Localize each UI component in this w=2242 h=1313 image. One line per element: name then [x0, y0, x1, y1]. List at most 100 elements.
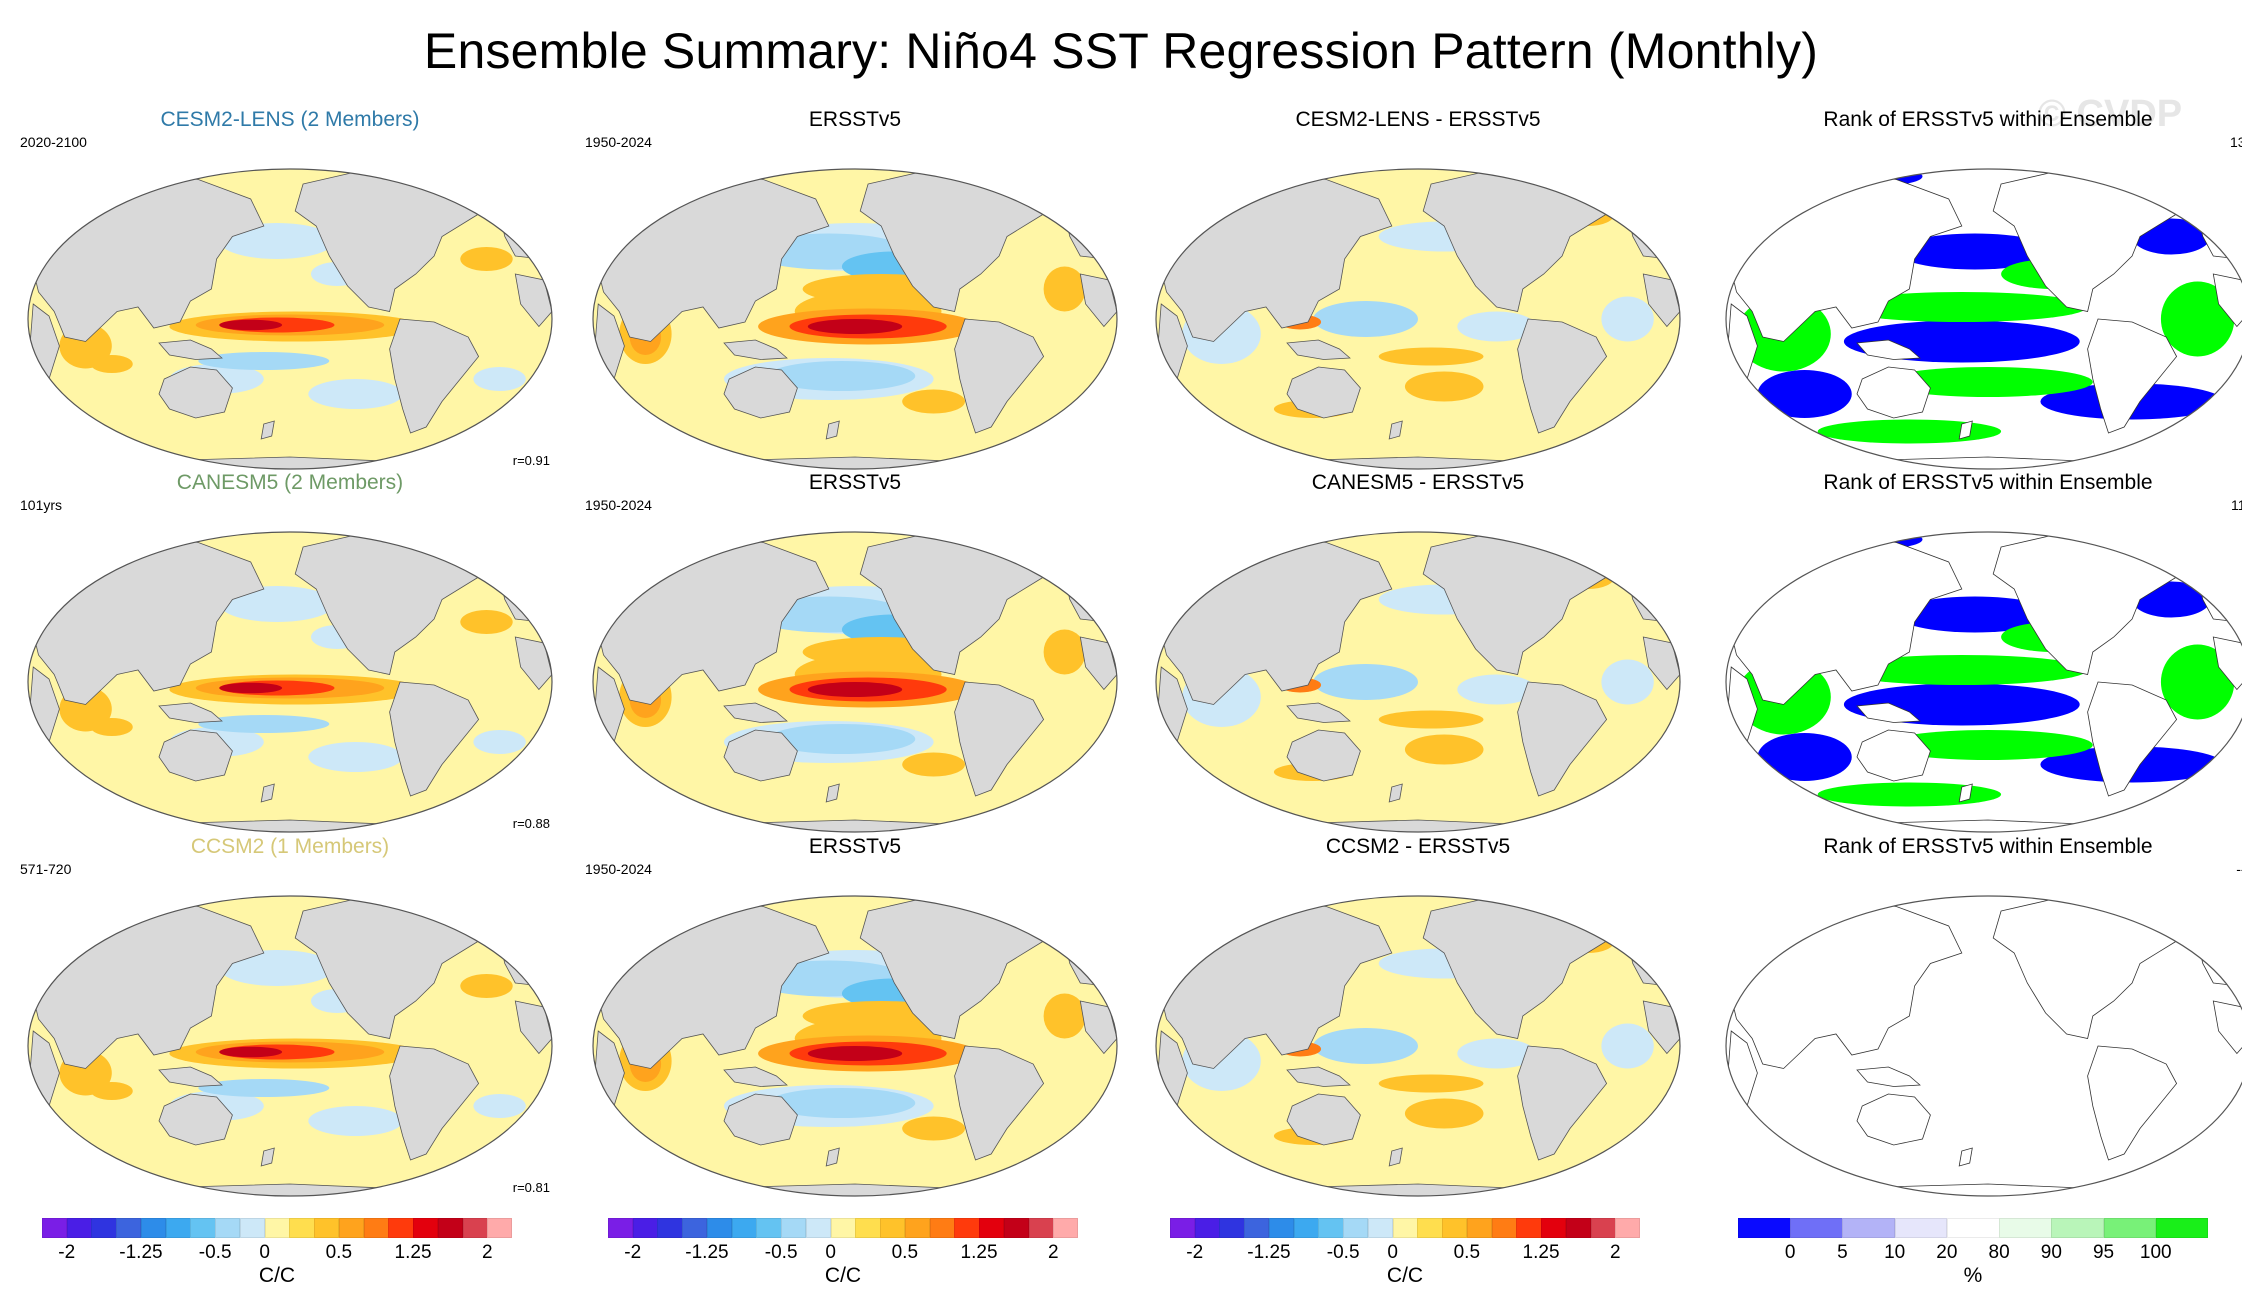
map-rank-row2-field	[1726, 532, 2242, 832]
map-obs-row1-field	[593, 169, 1117, 469]
colorbar-swatch	[904, 1218, 931, 1238]
coastline-greenland	[2165, 534, 2214, 566]
colorbar-tick-label: 0	[825, 1242, 836, 1263]
colorbar-tick-label: -2	[1186, 1242, 1204, 1263]
land-indo	[158, 339, 223, 360]
map-obs-row2	[592, 531, 1118, 833]
colorbar-tick-label: -2	[624, 1242, 642, 1263]
colorbar-swatch	[1590, 1218, 1616, 1238]
map-rank-row1-field	[1726, 169, 2242, 469]
land-greenland	[1595, 898, 1644, 930]
land-australia	[158, 729, 233, 782]
colorbar-tick-label: 5	[1837, 1242, 1848, 1263]
coastline-samerica	[2087, 681, 2178, 797]
map-obs-row1	[592, 168, 1118, 470]
colorbar-unit-label: C/C	[1386, 1264, 1424, 1287]
colorbar-swatch	[91, 1218, 117, 1238]
coastline-indo	[1856, 339, 1921, 360]
land-nz	[1388, 783, 1403, 803]
land-greenland	[467, 898, 516, 930]
panel-model-row2: CANESM5 (2 Members) 101yrs r=0.88	[20, 471, 560, 845]
colorbar-swatch	[1318, 1218, 1344, 1238]
pattern-correlation: r=0.88	[512, 816, 550, 831]
map-rank-row2-outline	[1725, 531, 2242, 833]
colorbar-swatch	[1053, 1218, 1079, 1238]
land-wafrica	[1079, 1000, 1117, 1055]
colorbar-swatch	[1268, 1218, 1295, 1238]
colorbar-swatch	[731, 1218, 757, 1238]
colorbar-swatch	[756, 1218, 782, 1238]
map-model-row2-outline	[27, 531, 553, 833]
panel-title: CANESM5 - ERSSTv5	[1311, 471, 1525, 494]
colorbar-tick-label: 100	[2139, 1242, 2172, 1263]
land-nz	[260, 783, 275, 803]
land-greenland	[1032, 898, 1081, 930]
map-rank-row3-field	[1726, 896, 2242, 1196]
coastline-nz	[1958, 420, 1973, 440]
period-label: 1950-2024	[585, 134, 652, 150]
land-indo	[1286, 702, 1351, 723]
panel-title: Rank of ERSSTv5 within Ensemble	[1823, 471, 2153, 494]
colorbar-swatch	[2051, 1218, 2105, 1238]
coastline-wafrica	[2212, 636, 2242, 691]
map-diff-row1-outline	[1155, 168, 1681, 470]
land-indo	[158, 1066, 223, 1087]
colorbar-swatch	[1541, 1218, 1567, 1238]
coastline-wafrica	[2212, 1000, 2242, 1055]
colorbar-swatch	[1842, 1218, 1896, 1238]
colorbar-tick-label: 20	[1936, 1242, 1958, 1263]
panel-model-row1: CESM2-LENS (2 Members) 2020-2100 r=0.91	[20, 108, 560, 482]
period-label: 571-720	[20, 861, 72, 877]
watermark: © CVDP	[2038, 93, 2183, 135]
colorbar-swatch	[1028, 1218, 1054, 1238]
colorbar-swatch	[1946, 1218, 2000, 1238]
panel-obs-row3: ERSSTv5 1950-2024	[585, 835, 1125, 1209]
rank-percent-label: 11%	[2231, 497, 2242, 513]
colorbar-tick-label: -0.5	[198, 1242, 232, 1263]
land-greenland	[1595, 534, 1644, 566]
panel-rank-row1: Rank of ERSSTv5 within Ensemble 13%	[1718, 108, 2242, 482]
colorbar-swatch	[1194, 1218, 1220, 1238]
coastline-greenland	[2165, 171, 2214, 203]
land-samerica	[1517, 681, 1608, 797]
panel-model-row3: CCSM2 (1 Members) 571-720 r=0.81	[20, 835, 560, 1209]
colorbar-swatch	[706, 1218, 733, 1238]
land-nz	[825, 420, 840, 440]
land-wafrica	[1642, 1000, 1680, 1055]
period-label: 2020-2100	[20, 134, 87, 150]
rank-colorbar: 0 5 10 20 80 90 95 100%	[1738, 1218, 2209, 1287]
panel-rank-row2: Rank of ERSSTv5 within Ensemble 11%	[1718, 471, 2242, 845]
land-samerica	[389, 681, 480, 797]
map-model-row1	[27, 168, 553, 470]
map-diff-row1	[1155, 168, 1681, 470]
colorbar-swatch	[608, 1218, 634, 1238]
colorbar-swatch	[1417, 1218, 1443, 1238]
colorbar-swatch	[632, 1218, 658, 1238]
panel-title: ERSSTv5	[808, 471, 902, 494]
period-label: 1950-2024	[585, 861, 652, 877]
land-greenland	[1032, 534, 1081, 566]
regression-colorbar-2: -2 -1.25 -0.5 0 0.5 1.25 2 C/C	[608, 1218, 1079, 1287]
rank-percent-label: 13%	[2229, 134, 2242, 150]
panel-diff-row2: CANESM5 - ERSSTv5	[1148, 471, 1688, 845]
land-australia	[723, 729, 798, 782]
colorbar-swatch	[487, 1218, 513, 1238]
colorbar-tick-label: 1.25	[960, 1242, 998, 1263]
coastline-indo	[1856, 702, 1921, 723]
land-nz	[260, 1147, 275, 1167]
panel-obs-row2: ERSSTv5 1950-2024	[585, 471, 1125, 845]
land-australia	[158, 366, 233, 419]
land-samerica	[389, 1045, 480, 1161]
colorbar-swatch	[338, 1218, 365, 1238]
regression-colorbar-1: -2 -1.25 -0.5 0 0.5 1.25 2 C/C	[42, 1218, 513, 1287]
map-rank-row3	[1725, 895, 2242, 1197]
colorbar-swatch	[682, 1218, 708, 1238]
panel-obs-row1: ERSSTv5 1950-2024	[585, 108, 1125, 482]
colorbar-swatch	[1491, 1218, 1517, 1238]
map-model-row1-field	[28, 169, 552, 469]
map-model-row1-outline	[27, 168, 553, 470]
colorbar-swatch	[880, 1218, 906, 1238]
colorbar-unit-label: %	[1963, 1264, 1983, 1287]
colorbar-swatch	[2155, 1218, 2209, 1238]
map-diff-row2-outline	[1155, 531, 1681, 833]
